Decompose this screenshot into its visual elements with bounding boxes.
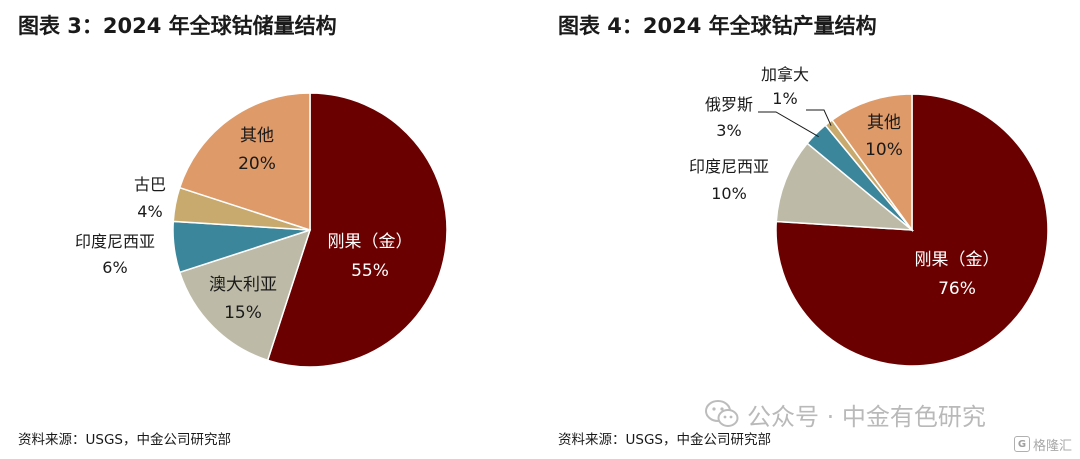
watermark: 公众号 · 中金有色研究 bbox=[705, 396, 986, 432]
slice-value-label: 3% bbox=[716, 121, 741, 140]
slice-label: 俄罗斯 bbox=[705, 95, 753, 114]
pie-slice bbox=[266, 92, 448, 368]
slice-label: 加拿大 bbox=[761, 65, 809, 84]
pie-slice bbox=[831, 93, 913, 233]
chart-title: 图表 3：2024 年全球钴储量结构 bbox=[18, 14, 337, 38]
slice-label: 刚果（金） bbox=[328, 232, 413, 252]
slice-label: 印度尼西亚 bbox=[75, 232, 155, 251]
pie-slice bbox=[178, 92, 311, 232]
logo-badge-icon: G bbox=[1013, 436, 1030, 452]
slice-label: 印度尼西亚 bbox=[689, 157, 769, 176]
wechat-icon bbox=[705, 400, 739, 427]
leader-line bbox=[758, 111, 819, 138]
watermark-text: 公众号 · 中金有色研究 bbox=[747, 402, 986, 431]
pie-chart-reserves: 刚果（金） 55% 澳大利亚 15% 印度尼西亚 6% 古巴 4% 其他 20% bbox=[75, 92, 448, 368]
chart-source: 资料来源：USGS，中金公司研究部 bbox=[18, 432, 231, 448]
pie-slice bbox=[178, 228, 312, 362]
pie-chart-production: 刚果（金） 76% 印度尼西亚 10% 俄罗斯 3% 加拿大 1% 其他 10% bbox=[689, 65, 1049, 367]
chart-title: 图表 4：2024 年全球钴产量结构 bbox=[558, 14, 877, 38]
slice-value-label: 6% bbox=[102, 258, 127, 277]
slice-value-label: 15% bbox=[224, 303, 262, 323]
slice-label: 刚果（金） bbox=[915, 250, 1000, 270]
chart-panel-production: 图表 4：2024 年全球钴产量结构 刚果（金） 76% 印度尼西亚 10% 俄罗斯 3%… bbox=[540, 0, 1080, 459]
logo-text: 格隆汇 bbox=[1032, 438, 1072, 454]
slice-value-label: 1% bbox=[772, 89, 797, 108]
pie-slice bbox=[775, 142, 915, 231]
leader-line bbox=[806, 109, 832, 126]
site-logo: G 格隆汇 bbox=[1013, 434, 1072, 454]
slice-value-label: 20% bbox=[238, 154, 276, 174]
slice-value-label: 10% bbox=[865, 140, 903, 160]
chart-source: 资料来源：USGS，中金公司研究部 bbox=[558, 432, 771, 448]
slice-label: 其他 bbox=[867, 113, 901, 133]
slice-value-label: 76% bbox=[938, 279, 976, 299]
slice-label: 古巴 bbox=[134, 175, 166, 194]
slice-value-label: 4% bbox=[137, 202, 162, 221]
slice-label: 澳大利亚 bbox=[209, 275, 277, 295]
chart-panel-reserves: 图表 3：2024 年全球钴储量结构 刚果（金） 55% 澳大利亚 15% 印度尼西亚 6… bbox=[18, 14, 448, 448]
slice-value-label: 10% bbox=[711, 184, 747, 203]
slice-value-label: 55% bbox=[351, 261, 389, 281]
slice-label: 其他 bbox=[240, 126, 274, 146]
